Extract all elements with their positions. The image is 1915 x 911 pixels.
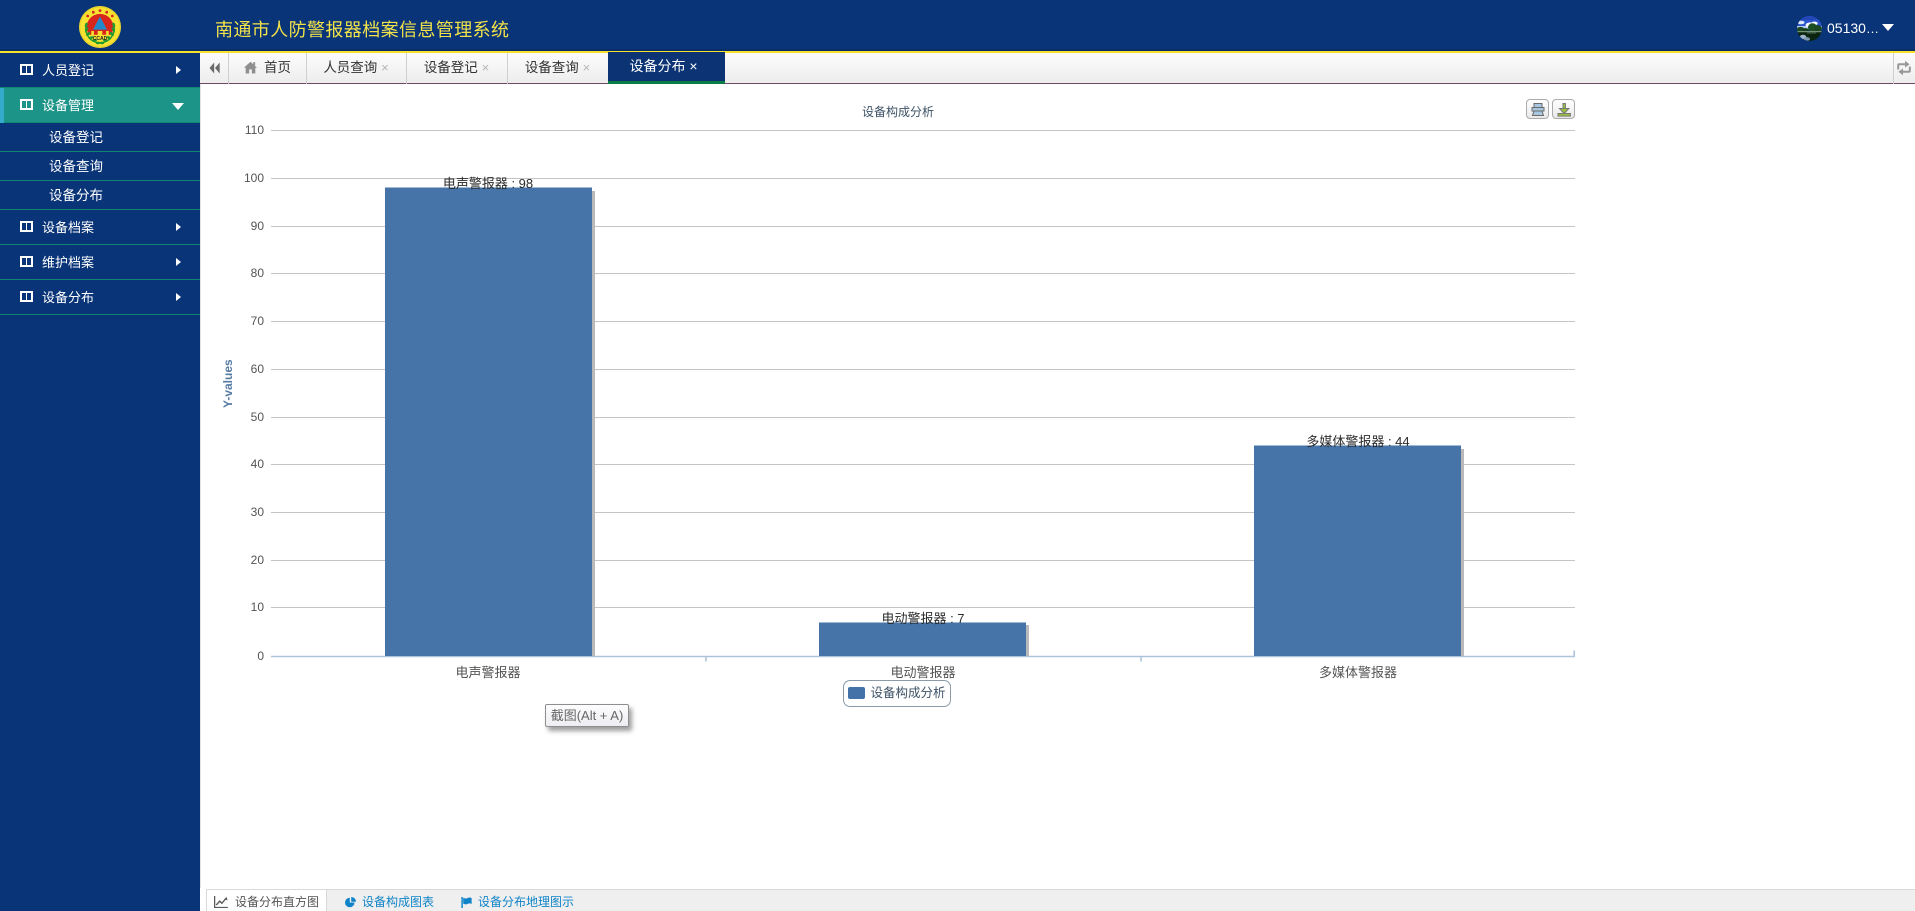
- svg-text:CCAD: CCAD: [93, 36, 108, 42]
